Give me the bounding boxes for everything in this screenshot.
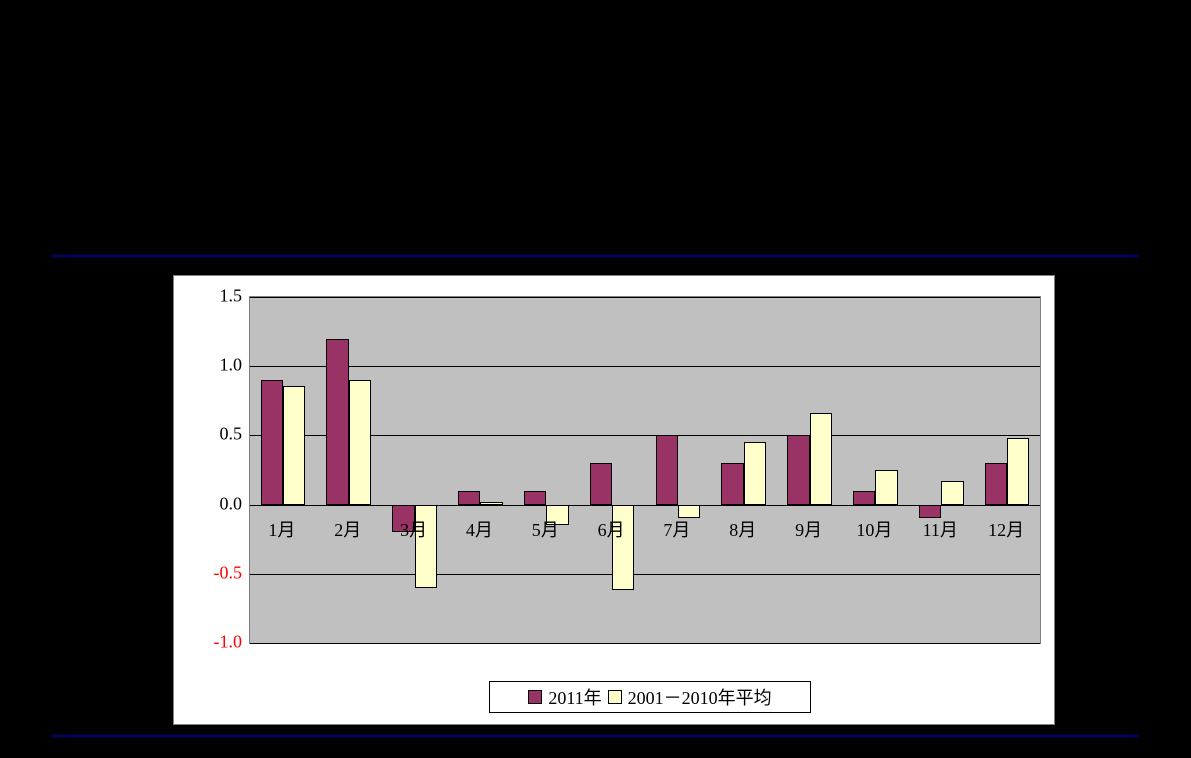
bar-series2 (875, 470, 897, 505)
x-tick-label: 5月 (532, 516, 559, 542)
legend-swatch-series2 (608, 690, 622, 704)
bar-series2 (810, 413, 832, 504)
gridline (250, 297, 1040, 298)
x-tick-label: 10月 (856, 516, 892, 542)
plot-area (249, 296, 1041, 644)
x-tick-label: 1月 (268, 516, 295, 542)
x-tick-label: 12月 (988, 516, 1024, 542)
x-tick-label: 9月 (795, 516, 822, 542)
bar-series2 (283, 386, 305, 505)
legend-label-series2: 2001－2010年平均 (628, 684, 772, 710)
x-tick-label: 7月 (663, 516, 690, 542)
gridline (250, 366, 1040, 367)
bar-series1 (656, 435, 678, 504)
y-tick-label: 1.5 (187, 286, 242, 307)
x-tick-label: 4月 (466, 516, 493, 542)
y-tick-label: 0.5 (187, 424, 242, 445)
bar-series2 (349, 380, 371, 505)
y-tick-label: 0.0 (187, 493, 242, 514)
y-tick-label: 1.0 (187, 355, 242, 376)
bar-series2 (941, 481, 963, 505)
bar-series2 (480, 502, 502, 505)
bar-series1 (787, 435, 809, 504)
top-rule (52, 255, 1139, 257)
legend-label-series1: 2011年 (548, 684, 601, 710)
gridline (250, 643, 1040, 644)
y-tick-label: -0.5 (187, 562, 242, 583)
bar-series1 (590, 463, 612, 505)
x-tick-label: 6月 (598, 516, 625, 542)
legend: 2011年 2001－2010年平均 (489, 681, 811, 713)
bar-series1 (524, 491, 546, 505)
bottom-rule (52, 735, 1139, 737)
x-tick-label: 2月 (334, 516, 361, 542)
bar-series2 (744, 442, 766, 504)
bar-series2 (1007, 438, 1029, 504)
bar-series1 (458, 491, 480, 505)
bar-series1 (326, 339, 348, 505)
legend-swatch-series1 (528, 690, 542, 704)
bar-series1 (721, 463, 743, 505)
x-tick-label: 3月 (400, 516, 427, 542)
y-tick-label: -1.0 (187, 632, 242, 653)
bar-series1 (261, 380, 283, 505)
chart-container: 1.5 1.0 0.5 0.0 -0.5 -1.0 1月 2月 3月 4月 5月 6月 7月 8月 9月 1… (173, 275, 1055, 725)
bar-series1 (985, 463, 1007, 505)
x-tick-label: 8月 (729, 516, 756, 542)
x-tick-label: 11月 (923, 516, 958, 542)
bar-series1 (853, 491, 875, 505)
gridline (250, 574, 1040, 575)
